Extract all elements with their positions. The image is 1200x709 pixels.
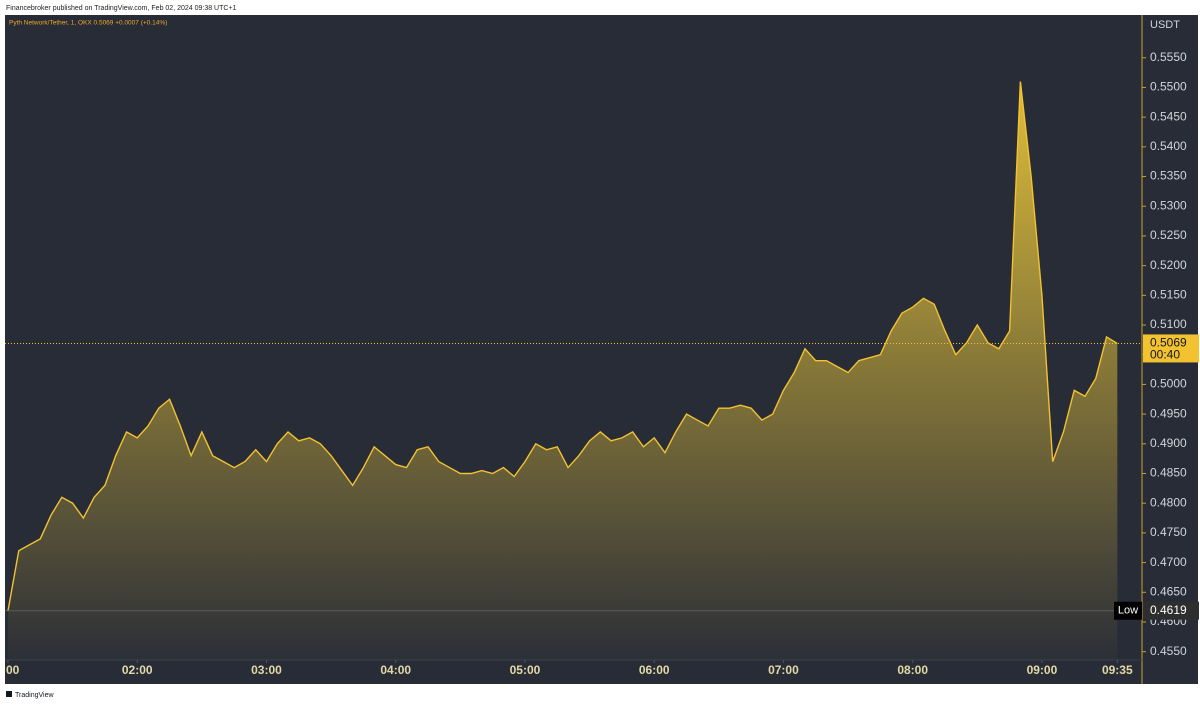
y-tick-label: 0.4750 <box>1150 525 1187 539</box>
y-tick-label: 0.5550 <box>1150 50 1187 64</box>
y-tick-label: 0.5200 <box>1150 258 1187 272</box>
y-tick-label: 0.5250 <box>1150 228 1187 242</box>
x-tick-label: 05:00 <box>510 663 541 677</box>
y-tick-label: 0.5400 <box>1150 139 1187 153</box>
x-tick-label: 00 <box>6 663 20 677</box>
branding: TradingView <box>15 692 54 699</box>
chart-title: Financebroker published on TradingView.c… <box>6 5 237 12</box>
area-fill <box>8 81 1118 660</box>
y-tick-label: 0.4950 <box>1150 406 1187 420</box>
y-tick-label: 0.4650 <box>1150 584 1187 598</box>
low-tag: Low <box>1118 605 1138 617</box>
price-line <box>7 81 1118 611</box>
low-tag-bg <box>1114 601 1142 620</box>
y-tick-label: 0.4850 <box>1150 466 1187 480</box>
y-tick-label: 0.5450 <box>1150 109 1187 123</box>
x-tick-label: 08:00 <box>897 663 928 677</box>
y-tick-label: 0.5350 <box>1150 169 1187 183</box>
chart-subtitle: Pyth Network/Tether, 1, OKX 0.5069 +0.00… <box>9 20 167 27</box>
x-tick-label: 04:00 <box>380 663 411 677</box>
low-value-bg <box>1143 601 1199 620</box>
y-tick-label: 0.5100 <box>1150 317 1187 331</box>
last-price: 0.5069 <box>1150 336 1187 350</box>
last-price-bg <box>1143 334 1199 363</box>
logo: TradingView <box>6 691 54 699</box>
x-tick-label: 09:00 <box>1027 663 1058 677</box>
y-axis-label: USDT <box>1150 19 1180 31</box>
countdown: 00:40 <box>1150 348 1180 362</box>
low-value: 0.4619 <box>1150 603 1187 617</box>
logo-mark <box>6 691 12 697</box>
x-tick-label: 03:00 <box>251 663 282 677</box>
y-tick-label: 0.4550 <box>1150 644 1187 658</box>
y-tick-label: 0.5150 <box>1150 288 1187 302</box>
x-tick-label: 07:00 <box>768 663 799 677</box>
y-tick-label: 0.4800 <box>1150 495 1187 509</box>
y-tick-label: 0.5000 <box>1150 377 1187 391</box>
x-tick-label: 06:00 <box>639 663 670 677</box>
y-tick-label: 0.4700 <box>1150 555 1187 569</box>
y-tick-label: 0.5300 <box>1150 198 1187 212</box>
y-tick-label: 0.4900 <box>1150 436 1187 450</box>
y-tick-label: 0.5500 <box>1150 80 1187 94</box>
x-tick-label: 09:35 <box>1102 663 1133 677</box>
x-tick-label: 02:00 <box>122 663 153 677</box>
